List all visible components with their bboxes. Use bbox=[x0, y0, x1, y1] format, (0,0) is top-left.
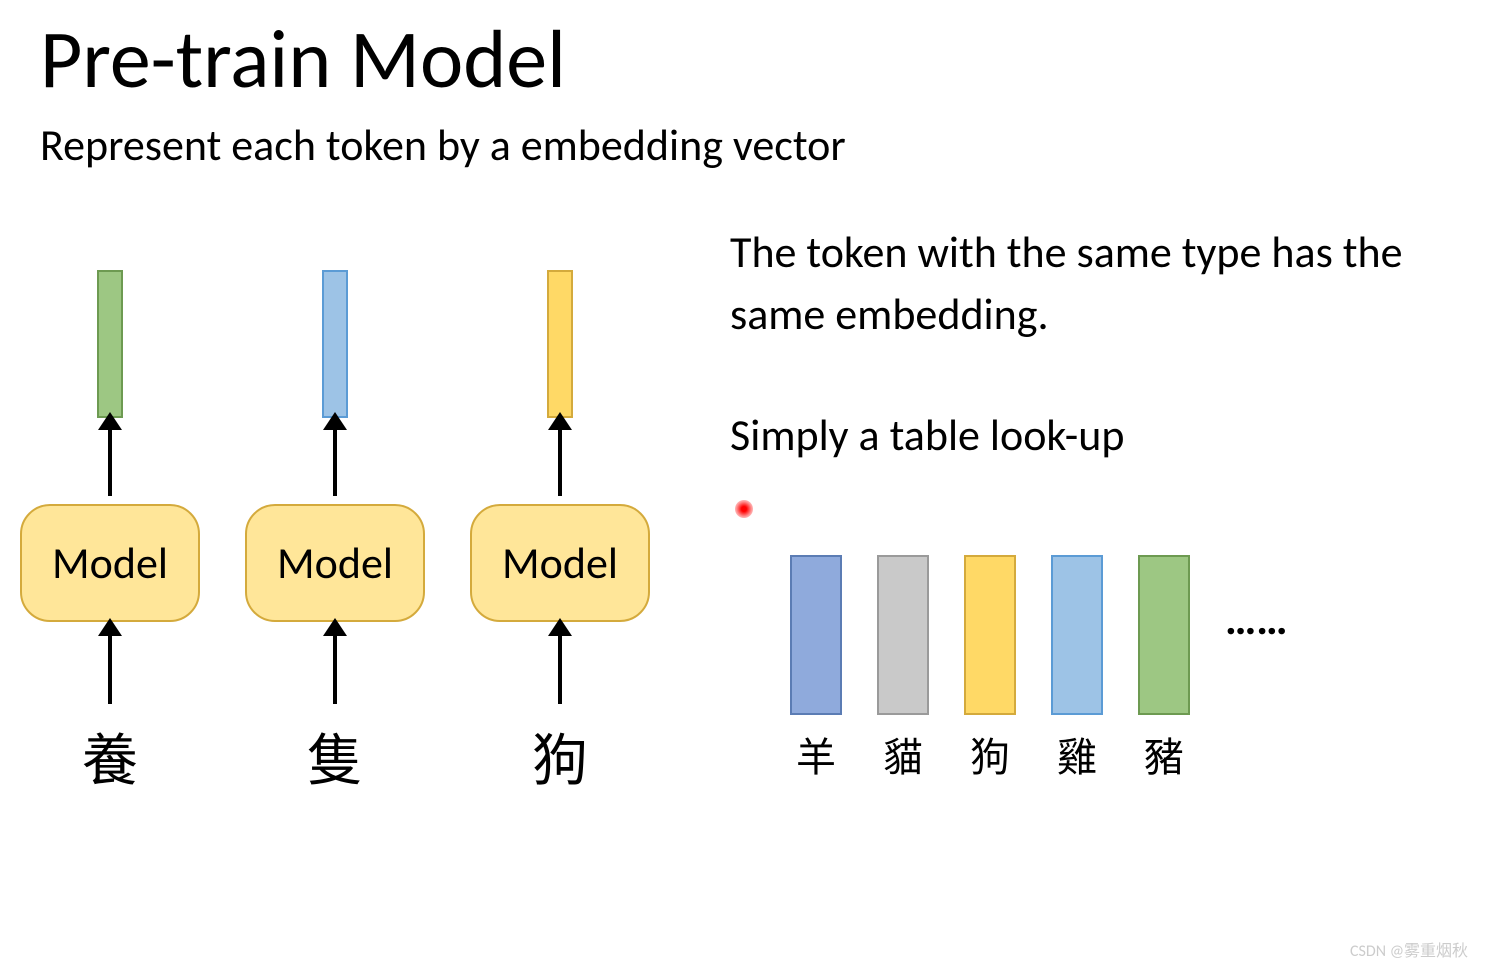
lookup-column-2: 狗 bbox=[964, 555, 1016, 783]
lookup-token-label: 雞 bbox=[1057, 725, 1097, 783]
watermark-label: CSDN @雾重烟秋 bbox=[1350, 937, 1468, 961]
lookup-token-label: 豬 bbox=[1144, 725, 1184, 783]
lookup-column-1: 貓 bbox=[877, 555, 929, 783]
arrow-up-icon bbox=[558, 632, 562, 704]
output-vector-bar bbox=[322, 270, 348, 418]
output-vector-bar bbox=[97, 270, 123, 418]
model-columns-container: Model 養 Model 隻 Model 狗 bbox=[20, 270, 650, 797]
lookup-vector-bar bbox=[1051, 555, 1103, 715]
model-box: Model bbox=[470, 504, 650, 622]
description-same-type: The token with the same type has the sam… bbox=[730, 222, 1450, 345]
ellipsis-label: …… bbox=[1225, 592, 1288, 646]
laser-pointer-icon bbox=[735, 500, 753, 518]
arrow-up-icon bbox=[108, 426, 112, 496]
lookup-token-label: 羊 bbox=[796, 725, 836, 783]
arrow-up-icon bbox=[558, 426, 562, 496]
output-vector-bar bbox=[547, 270, 573, 418]
lookup-token-label: 貓 bbox=[883, 725, 923, 783]
page-title: Pre-train Model bbox=[40, 10, 566, 110]
lookup-column-3: 雞 bbox=[1051, 555, 1103, 783]
model-column-1: Model 隻 bbox=[245, 270, 425, 797]
model-box: Model bbox=[245, 504, 425, 622]
lookup-vector-bar bbox=[877, 555, 929, 715]
lookup-token-label: 狗 bbox=[970, 725, 1010, 783]
lookup-table-container: 羊 貓 狗 雞 豬 …… bbox=[790, 555, 1288, 783]
model-column-2: Model 狗 bbox=[470, 270, 650, 797]
model-box: Model bbox=[20, 504, 200, 622]
lookup-vector-bar bbox=[964, 555, 1016, 715]
model-column-0: Model 養 bbox=[20, 270, 200, 797]
description-table-lookup: Simply a table look-up bbox=[730, 405, 1124, 467]
page-subtitle: Represent each token by a embedding vect… bbox=[40, 118, 846, 172]
arrow-up-icon bbox=[333, 426, 337, 496]
lookup-vector-bar bbox=[1138, 555, 1190, 715]
lookup-column-4: 豬 bbox=[1138, 555, 1190, 783]
arrow-up-icon bbox=[108, 632, 112, 704]
input-token-label: 隻 bbox=[307, 716, 363, 797]
input-token-label: 養 bbox=[82, 716, 138, 797]
input-token-label: 狗 bbox=[532, 716, 588, 797]
arrow-up-icon bbox=[333, 632, 337, 704]
lookup-vector-bar bbox=[790, 555, 842, 715]
lookup-column-0: 羊 bbox=[790, 555, 842, 783]
